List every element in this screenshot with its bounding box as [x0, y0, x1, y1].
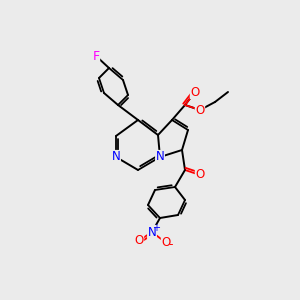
Text: N: N — [148, 226, 156, 238]
Text: N: N — [112, 151, 120, 164]
Text: F: F — [92, 50, 100, 62]
Text: N: N — [156, 151, 164, 164]
Text: O: O — [195, 103, 205, 116]
Text: O: O — [134, 233, 144, 247]
Text: O: O — [195, 169, 205, 182]
Text: -: - — [169, 238, 173, 251]
Text: O: O — [161, 236, 171, 248]
Text: O: O — [190, 85, 200, 98]
Text: +: + — [152, 223, 160, 233]
